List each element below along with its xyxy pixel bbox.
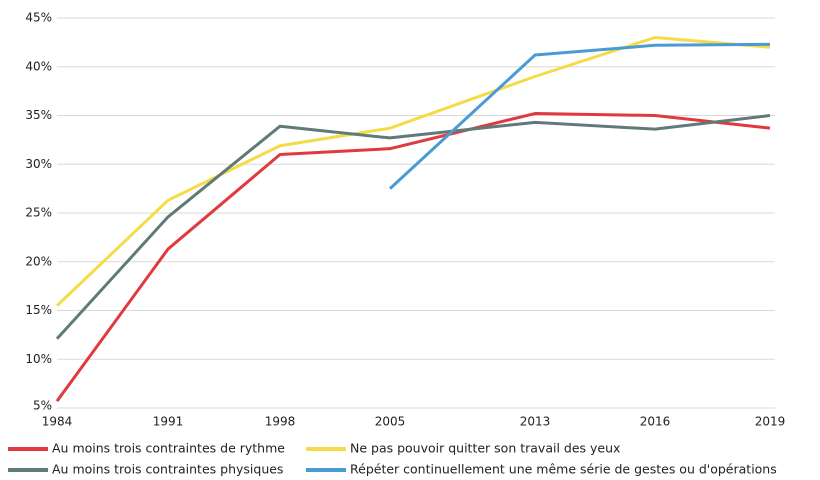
- series-line: [55, 36, 771, 307]
- x-tick-label: 1991: [153, 415, 184, 429]
- x-tick-label: 2019: [755, 415, 786, 429]
- series-line: [55, 114, 771, 340]
- x-tick-label: 2013: [520, 415, 551, 429]
- legend-label: Au moins trois contraintes de rythme: [52, 441, 285, 456]
- legend-label: Au moins trois contraintes physiques: [52, 462, 283, 477]
- series-line: [388, 42, 771, 190]
- y-tick-label: 5%: [33, 399, 52, 413]
- x-tick-label: 1984: [42, 415, 73, 429]
- x-tick-label: 1998: [265, 415, 296, 429]
- legend-label: Ne pas pouvoir quitter son travail des y…: [350, 441, 620, 456]
- legend: Au moins trois contraintes de rythme Ne p…: [8, 441, 777, 477]
- y-tick-label: 40%: [25, 59, 52, 73]
- y-tick-label: 10%: [25, 352, 52, 366]
- legend-label: Répéter continuellement une même série d…: [350, 462, 777, 477]
- y-tick-label: 35%: [25, 108, 52, 122]
- x-tick-label: 2005: [375, 415, 406, 429]
- y-tick-label: 30%: [25, 157, 52, 171]
- y-tick-label: 45%: [25, 11, 52, 25]
- y-tick-label: 20%: [25, 254, 52, 268]
- y-tick-label: 25%: [25, 206, 52, 220]
- series-line: [55, 112, 771, 403]
- y-tick-label: 15%: [25, 303, 52, 317]
- x-tick-label: 2016: [640, 415, 671, 429]
